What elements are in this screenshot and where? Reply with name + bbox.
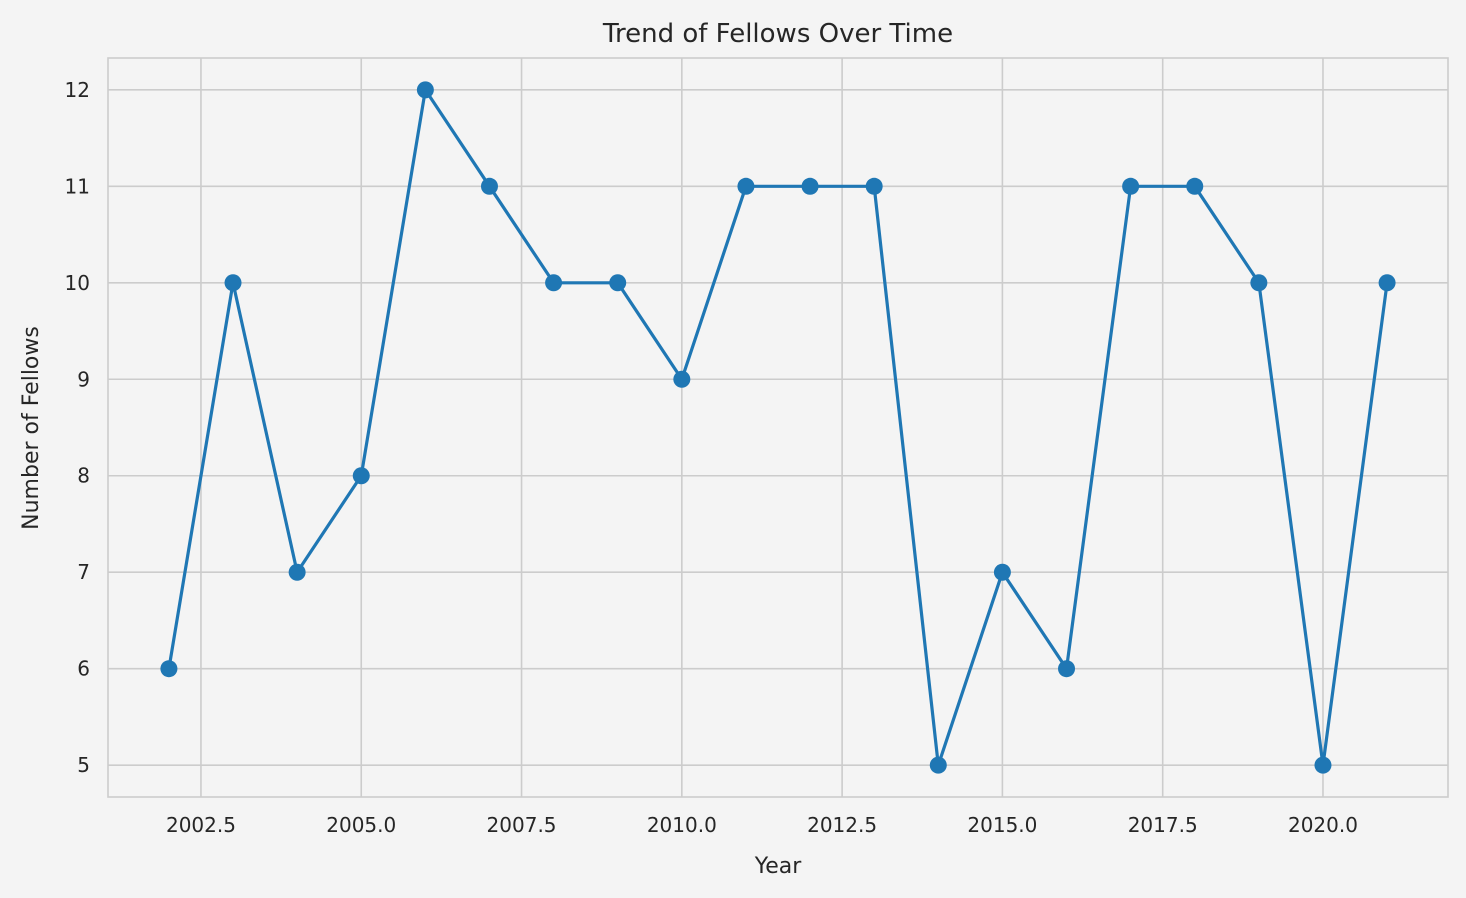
y-tick-label: 10 [65, 271, 90, 295]
series-line [167, 88, 1389, 767]
data-point [993, 563, 1011, 581]
data-point [1314, 756, 1332, 774]
data-point [545, 274, 563, 292]
x-tick-label: 2002.5 [166, 813, 236, 837]
data-point [416, 81, 434, 99]
data-point [1122, 177, 1140, 195]
x-tick-label: 2012.5 [807, 813, 877, 837]
data-point [737, 177, 755, 195]
data-point [801, 177, 819, 195]
y-axis-label: Number of Fellows [19, 326, 44, 530]
data-point [673, 370, 691, 388]
y-axis: 5 6 7 8 9 10 11 12 [65, 78, 90, 777]
y-tick-label: 6 [77, 657, 90, 681]
x-axis-label: Year [754, 854, 803, 879]
chart-title: Trend of Fellows Over Time [602, 19, 953, 49]
data-point [865, 177, 883, 195]
data-point [352, 467, 370, 485]
data-point [929, 756, 947, 774]
y-tick-label: 8 [77, 464, 90, 488]
x-tick-label: 2010.0 [647, 813, 717, 837]
y-tick-label: 7 [77, 560, 90, 584]
plot-area-frame [107, 57, 1449, 798]
data-point [160, 660, 178, 678]
x-tick-label: 2005.0 [326, 813, 396, 837]
data-point [1058, 660, 1076, 678]
data-point [1378, 274, 1396, 292]
grid [108, 58, 1448, 797]
y-tick-label: 12 [65, 78, 90, 102]
x-tick-label: 2017.5 [1128, 813, 1198, 837]
data-point [288, 563, 306, 581]
y-tick-label: 5 [77, 753, 90, 777]
data-point [1186, 177, 1204, 195]
data-point [224, 274, 242, 292]
data-point [609, 274, 627, 292]
data-point [480, 177, 498, 195]
y-tick-label: 9 [77, 367, 90, 391]
data-point [1250, 274, 1268, 292]
x-axis: 2002.5 2005.0 2007.5 2010.0 2012.5 2015.0 2017… [166, 813, 1358, 837]
series-layer [160, 81, 1396, 774]
x-tick-label: 2020.0 [1288, 813, 1358, 837]
x-tick-label: 2015.0 [967, 813, 1037, 837]
y-tick-label: 11 [65, 174, 90, 198]
x-tick-label: 2007.5 [487, 813, 557, 837]
